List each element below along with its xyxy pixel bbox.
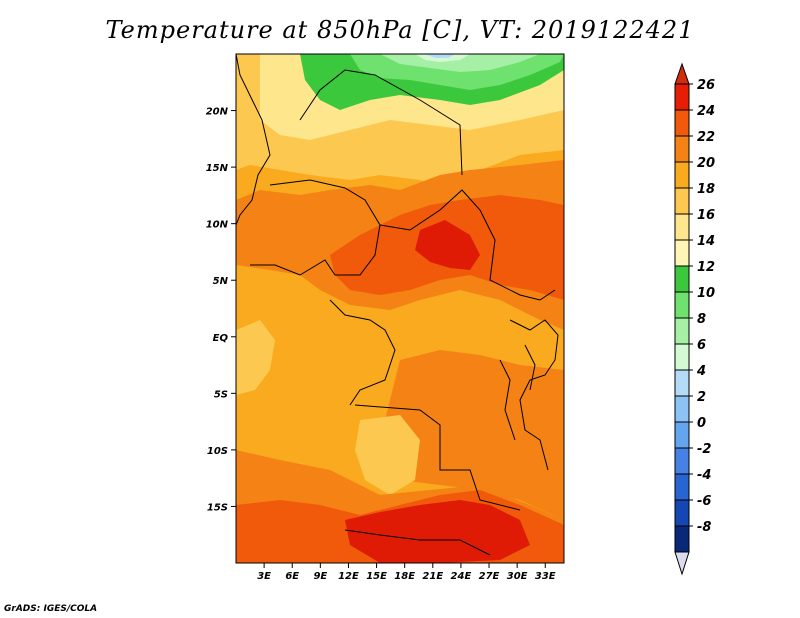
field-band-24-south xyxy=(345,500,530,563)
lon-tick-label: 9E xyxy=(313,571,327,582)
border-sahel xyxy=(250,179,381,276)
colorbar-swatch xyxy=(674,421,690,449)
colorbar-swatch xyxy=(674,291,690,319)
border-sahara xyxy=(299,69,463,176)
lon-tick-label: 33E xyxy=(535,571,556,582)
lat-tick-label: 5S xyxy=(214,389,228,400)
lat-tick-label: 10S xyxy=(207,446,228,457)
colorbar-swatch xyxy=(674,161,690,189)
lat-tick-label: 5N xyxy=(213,276,229,287)
field-band-16-south xyxy=(355,415,420,495)
temperature-field xyxy=(236,54,564,563)
lat-tick-label: 10N xyxy=(206,220,229,231)
colorbar-swatch xyxy=(674,369,690,397)
colorbar-label: 8 xyxy=(697,312,706,327)
colorbar-swatch xyxy=(674,239,690,267)
colorbar-label: 12 xyxy=(697,260,715,275)
colorbar-swatch xyxy=(674,343,690,371)
latitude-axis: 20N 15N 10N 5N EQ 5S 10S 15S xyxy=(206,107,236,513)
lon-tick-label: 27E xyxy=(479,571,500,582)
field-band-16-inner xyxy=(280,140,440,170)
lon-tick-label: 6E xyxy=(285,571,299,582)
colorbar-label: 18 xyxy=(697,182,715,197)
colorbar-swatch xyxy=(674,499,690,527)
field-band-8-north xyxy=(380,54,540,72)
colorbar-label: 26 xyxy=(697,78,715,93)
map-title: Temperature at 850hPa [C], VT: 201912242… xyxy=(105,16,695,44)
lon-tick-label: 3E xyxy=(257,571,271,582)
colorbar-label: 6 xyxy=(697,338,706,353)
lat-tick-label: EQ xyxy=(213,333,229,344)
colorbar-swatch xyxy=(674,447,690,475)
colorbar-swatch xyxy=(674,473,690,501)
colorbar-label: -6 xyxy=(697,494,711,509)
colorbar-label: 20 xyxy=(697,156,715,171)
border-congo xyxy=(329,299,396,406)
field-band-20-east xyxy=(380,350,564,520)
lat-tick-label: 20N xyxy=(206,107,229,118)
colorbar-swatch xyxy=(674,109,690,137)
colorbar-swatch xyxy=(674,525,690,553)
colorbar-swatch xyxy=(674,135,690,163)
colorbar-label: 24 xyxy=(697,104,715,119)
field-band-24-core xyxy=(415,220,480,270)
country-borders xyxy=(236,54,559,556)
colorbar-label: 10 xyxy=(697,286,715,301)
map-frame xyxy=(235,53,565,564)
colorbar-label: 14 xyxy=(697,234,715,249)
lat-tick-label: 15N xyxy=(206,163,229,174)
colorbar-swatch xyxy=(674,187,690,215)
colorbar-label: 0 xyxy=(697,416,706,431)
lon-tick-label: 15E xyxy=(366,571,387,582)
colorbar-over-triangle xyxy=(674,62,690,85)
lon-tick-label: 21E xyxy=(422,571,443,582)
lon-tick-label: 24E xyxy=(451,571,472,582)
colorbar-under-triangle xyxy=(674,551,690,576)
coastline-west xyxy=(236,54,271,226)
field-band-16-coast xyxy=(236,320,275,395)
longitude-axis: 3E 6E 9E 12E 15E 18E 21E 24E 27E 30E 33E xyxy=(257,563,556,582)
lat-tick-label: 15S xyxy=(207,502,228,513)
border-angola xyxy=(354,404,521,511)
lon-tick-label: 30E xyxy=(507,571,528,582)
colorbar-swatch xyxy=(674,265,690,293)
colorbar-swatch xyxy=(674,317,690,345)
colorbar-label: -4 xyxy=(697,468,711,483)
colorbar-swatch xyxy=(674,395,690,423)
colorbar-label: 2 xyxy=(697,390,706,405)
lon-tick-label: 12E xyxy=(338,571,359,582)
colorbar-swatch xyxy=(674,213,690,241)
colorbar-label: 4 xyxy=(696,364,706,379)
lake-outline xyxy=(499,344,536,441)
credit-text: GrADS: IGES/COLA xyxy=(4,604,98,614)
colorbar-label: 22 xyxy=(697,130,715,145)
colorbar-label: -8 xyxy=(697,520,711,535)
border-east xyxy=(509,319,559,471)
lon-tick-label: 18E xyxy=(394,571,415,582)
colorbar-swatch xyxy=(674,83,690,111)
colorbar-label: -2 xyxy=(697,442,711,457)
colorbar-label: 16 xyxy=(697,208,715,223)
field-band-4-north xyxy=(425,54,455,58)
border-central xyxy=(379,189,556,301)
border-south xyxy=(344,529,491,556)
